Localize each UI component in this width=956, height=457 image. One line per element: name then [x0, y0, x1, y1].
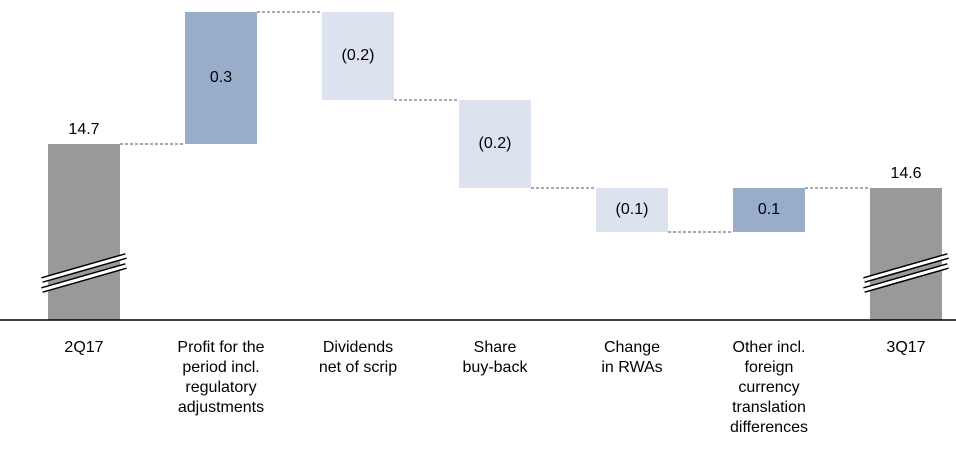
axis-break	[41, 254, 127, 282]
x-tick-label: Other incl. foreign currency translation dif…	[730, 339, 808, 436]
axis-break	[41, 264, 127, 292]
x-tick-label: Dividends net of scrip	[319, 339, 397, 376]
bar	[870, 188, 942, 320]
bar	[48, 144, 120, 320]
value-label: 0.3	[210, 69, 232, 86]
bar	[733, 188, 805, 232]
value-label: 0.1	[758, 201, 780, 218]
x-tick-label: 3Q17	[886, 339, 925, 356]
value-label: (0.2)	[342, 47, 375, 64]
axis-break	[863, 254, 949, 282]
x-tick-label: Change in RWAs	[601, 339, 662, 376]
value-label: (0.1)	[616, 201, 649, 218]
bar	[459, 100, 531, 188]
x-tick-label: Share buy-back	[463, 339, 529, 376]
value-label: 14.7	[68, 121, 99, 138]
bar	[185, 12, 257, 144]
bar	[322, 12, 394, 100]
x-tick-label: Profit for the period incl. regulatory adju…	[177, 339, 264, 416]
x-tick-label: 2Q17	[64, 339, 103, 356]
value-label: 14.6	[890, 165, 921, 182]
axis-break	[863, 264, 949, 292]
value-label: (0.2)	[479, 135, 512, 152]
bar	[596, 188, 668, 232]
